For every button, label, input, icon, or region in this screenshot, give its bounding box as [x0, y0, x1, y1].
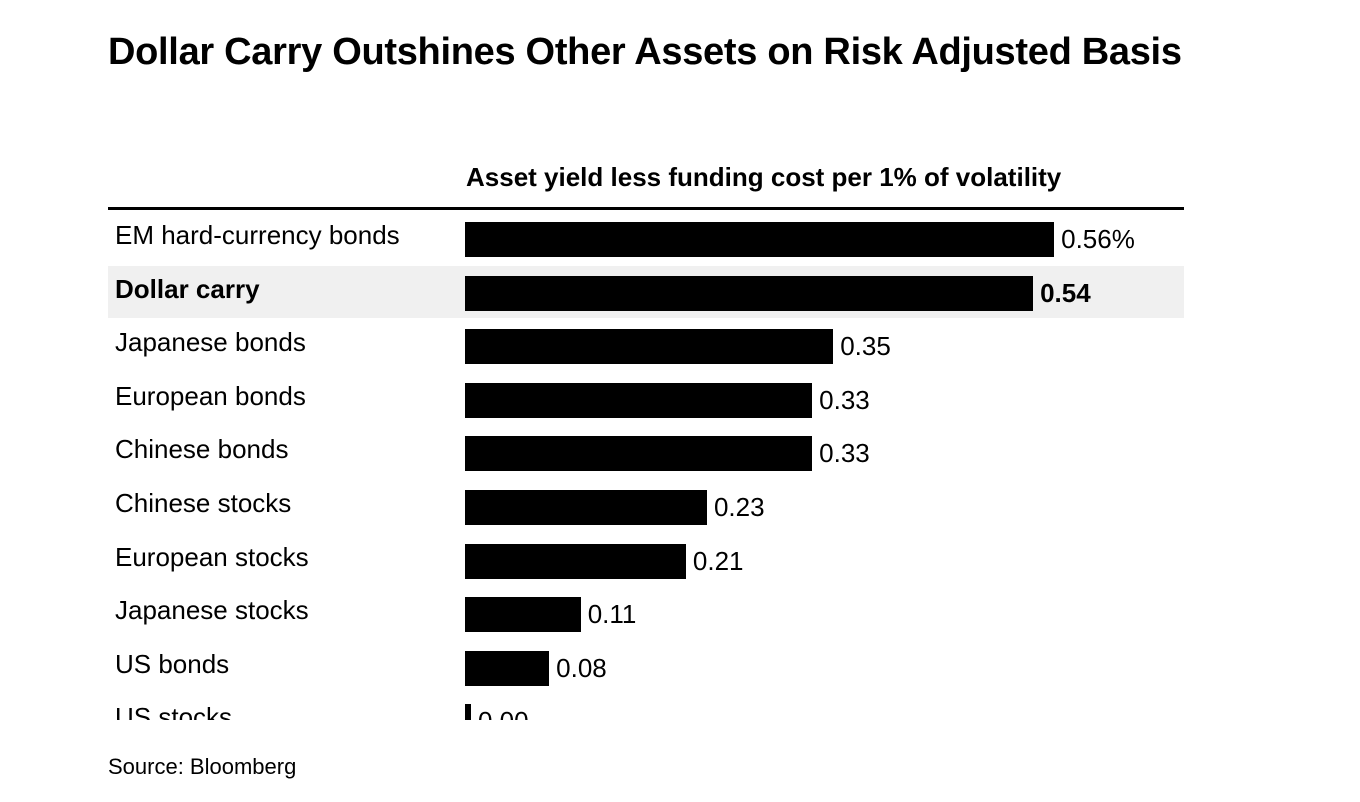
bar-row: Chinese bonds 0.33 [108, 426, 1184, 478]
category-label: US bonds [115, 648, 230, 679]
bar [465, 704, 471, 720]
bar [465, 436, 813, 472]
category-label: Japanese stocks [115, 595, 309, 626]
bar [465, 650, 550, 686]
category-label: EM hard-currency bonds [115, 220, 400, 250]
category-label: European bonds [115, 380, 306, 411]
category-label: Dollar carry [115, 273, 260, 304]
bar [465, 382, 813, 418]
value-label: 0.33 [819, 384, 870, 415]
bar-row: EM hard-currency bonds 0.56% [108, 212, 1184, 264]
value-label: 0.35 [840, 331, 891, 362]
bar-row: European bonds 0.33 [108, 373, 1184, 425]
value-label: 0.54 [1040, 277, 1091, 308]
value-label: 0.23 [713, 492, 765, 522]
category-label: Japanese bonds [115, 327, 306, 358]
bar [465, 222, 1055, 257]
bar [465, 543, 686, 579]
header-rule [108, 207, 1184, 210]
value-label: 0.11 [587, 599, 637, 630]
value-label: 0.33 [819, 438, 870, 469]
bar-row: US stocks 0.00 [108, 694, 1184, 720]
bar [465, 597, 581, 633]
bar-row: Dollar carry 0.54 [108, 265, 1184, 318]
bar-row: Japanese bonds 0.35 [108, 319, 1184, 371]
bar-chart: EM hard-currency bonds 0.56% Dollar carry 0… [108, 212, 1184, 720]
value-label: 0.56% [1061, 224, 1135, 254]
value-label: 0.00 [478, 706, 529, 720]
bar-row: Chinese stocks 0.23 [108, 480, 1184, 532]
bar [465, 490, 707, 525]
chart-title: Dollar Carry Outshines Other Assets on R… [108, 31, 1182, 73]
bar-row: European stocks 0.21 [108, 534, 1184, 586]
category-label: US stocks [115, 702, 233, 720]
value-label: 0.08 [556, 652, 607, 683]
bar-row: US bonds 0.08 [108, 641, 1184, 693]
category-label: Chinese stocks [115, 488, 292, 518]
chart-subtitle: Asset yield less funding cost per 1% of … [466, 162, 1062, 192]
bar-row: Japanese stocks 0.11 [108, 587, 1184, 639]
source-note: Source: Bloomberg [108, 754, 297, 779]
category-label: European stocks [115, 541, 309, 572]
value-label: 0.21 [692, 545, 744, 576]
bar [465, 329, 834, 365]
bar [465, 275, 1034, 311]
category-label: Chinese bonds [115, 434, 289, 465]
